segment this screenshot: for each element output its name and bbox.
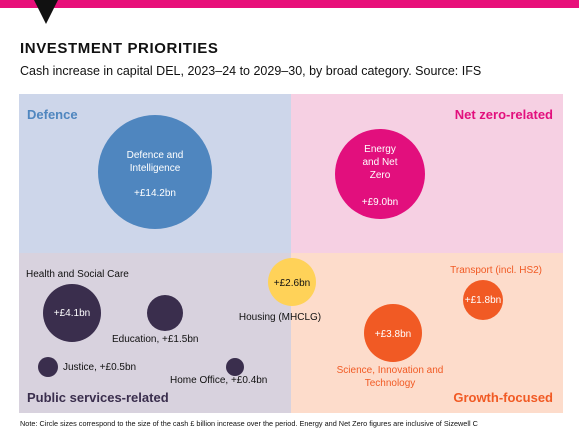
bubble-name-health: Health and Social Care [26, 269, 129, 280]
bubble-science [364, 304, 422, 362]
bubble-value-defence-intelligence: +£14.2bn [134, 188, 176, 199]
quadrant-growth-bg [291, 253, 563, 413]
quadrant-label-defence: Defence [27, 107, 78, 122]
footnote: Note: Circle sizes correspond to the siz… [20, 419, 478, 428]
bubble-label-home-office: Home Office, +£0.4bn [170, 375, 267, 386]
bubble-energy-netzero [335, 129, 425, 219]
bubble-name-energy-netzero: Energy and Net Zero [362, 144, 397, 181]
bubble-label-education: Education, +£1.5bn [112, 334, 198, 345]
quadrant-label-growth: Growth-focused [453, 390, 553, 405]
chart-subtitle: Cash increase in capital DEL, 2023–24 to… [20, 64, 482, 78]
bubble-health [43, 284, 101, 342]
chart-title: INVESTMENT PRIORITIES [20, 40, 219, 57]
bubble-home-office [226, 358, 244, 376]
quadrant-label-public: Public services-related [27, 390, 169, 405]
bubble-justice [38, 357, 58, 377]
bubble-housing [268, 258, 316, 306]
bubble-transport [463, 280, 503, 320]
bubble-label-justice: Justice, +£0.5bn [63, 362, 136, 373]
bubble-value-housing: +£2.6bn [274, 278, 310, 289]
bubble-name-housing: Housing (MHCLG) [239, 312, 321, 323]
bubble-education [147, 295, 183, 331]
bubble-value-energy-netzero: +£9.0bn [362, 197, 398, 208]
bubble-value-transport: +£1.8bn [465, 295, 501, 306]
bubble-value-health: +£4.1bn [54, 308, 90, 319]
bubble-value-science: +£3.8bn [375, 329, 411, 340]
bubble-defence-intelligence [98, 115, 212, 229]
bubble-name-transport: Transport (incl. HS2) [450, 265, 542, 276]
top-accent-bar [0, 0, 579, 8]
bubble-name-defence-intelligence: Defence and Intelligence [127, 150, 184, 174]
top-marker-triangle [34, 0, 58, 24]
bubble-name-science: Science, Innovation and Technology [337, 365, 444, 389]
quadrant-label-netzero: Net zero-related [455, 107, 553, 122]
